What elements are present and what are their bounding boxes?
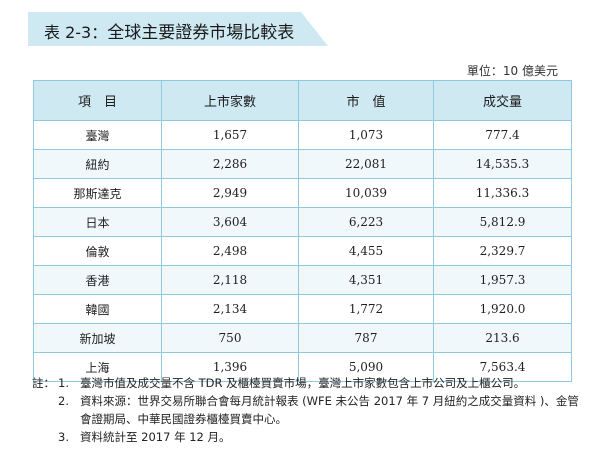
row-listed: 2,949 [161, 178, 299, 208]
row-listed: 1,396 [161, 352, 299, 382]
row-market-cap: 787 [298, 323, 434, 353]
row-market-cap: 5,090 [298, 352, 434, 382]
table-header-row: 項 目 上市家數 市 值 成交量 [33, 80, 572, 121]
table-title: 表 2-3：全球主要證券市場比較表 [44, 18, 294, 43]
row-volume: 14,535.3 [433, 149, 572, 179]
table-row: 上海 1,396 5,090 7,563.4 [33, 352, 572, 382]
footnote-text: 資料統計至 2017 年 12 月。 [80, 430, 231, 444]
footnote: 2. 資料來源：世界交易所聯合會每月統計報表 (WFE 未公告 2017 年 7… [32, 392, 582, 428]
row-market-name: 日本 [33, 207, 162, 237]
table-row: 倫敦 2,498 4,455 2,329.7 [33, 236, 572, 266]
table-row: 韓國 2,134 1,772 1,920.0 [33, 294, 572, 324]
title-banner [28, 12, 328, 46]
table-row: 紐約 2,286 22,081 14,535.3 [33, 149, 572, 179]
row-volume: 1,920.0 [433, 294, 572, 324]
header-market-cap: 市 值 [298, 80, 434, 121]
row-market-name: 香港 [33, 265, 162, 295]
header-item: 項 目 [33, 80, 162, 121]
table-row: 那斯達克 2,949 10,039 11,336.3 [33, 178, 572, 208]
footnote-text: 資料來源：世界交易所聯合會每月統計報表 (WFE 未公告 2017 年 7 月紐… [80, 394, 579, 426]
row-volume: 213.6 [433, 323, 572, 353]
row-volume: 11,336.3 [433, 178, 572, 208]
footnotes: 註： 1. 臺灣市值及成交量不含 TDR 及櫃檯買賣市場，臺灣上市家數包含上市公… [32, 374, 582, 446]
footnote-number: 1. [58, 376, 69, 390]
footnote-text: 臺灣市值及成交量不含 TDR 及櫃檯買賣市場，臺灣上市家數包含上市公司及上櫃公司… [80, 376, 526, 390]
row-listed: 2,134 [161, 294, 299, 324]
row-market-cap: 1,073 [298, 120, 434, 150]
unit-label: 單位：10 億美元 [466, 64, 558, 78]
row-market-name: 紐約 [33, 149, 162, 179]
table-title-text: 全球主要證券市場比較表 [107, 23, 295, 43]
footnote: 3. 資料統計至 2017 年 12 月。 [32, 428, 582, 446]
row-market-cap: 1,772 [298, 294, 434, 324]
row-volume: 1,957.3 [433, 265, 572, 295]
row-market-name: 上海 [33, 352, 162, 382]
header-listed: 上市家數 [161, 80, 299, 121]
row-volume: 777.4 [433, 120, 572, 150]
row-market-cap: 4,351 [298, 265, 434, 295]
row-market-name: 那斯達克 [33, 178, 162, 208]
footnote-number: 3. [58, 430, 69, 444]
footnote-number: 2. [58, 394, 69, 408]
table-row: 臺灣 1,657 1,073 777.4 [33, 120, 572, 150]
row-listed: 2,498 [161, 236, 299, 266]
row-volume: 7,563.4 [433, 352, 572, 382]
table-row: 新加坡 750 787 213.6 [33, 323, 572, 353]
row-volume: 2,329.7 [433, 236, 572, 266]
table-row: 日本 3,604 6,223 5,812.9 [33, 207, 572, 237]
row-listed: 3,604 [161, 207, 299, 237]
row-market-cap: 6,223 [298, 207, 434, 237]
row-market-name: 倫敦 [33, 236, 162, 266]
footnote: 註： 1. 臺灣市值及成交量不含 TDR 及櫃檯買賣市場，臺灣上市家數包含上市公… [32, 374, 582, 392]
row-market-cap: 10,039 [298, 178, 434, 208]
footnote-label: 註： [32, 376, 55, 390]
row-listed: 750 [161, 323, 299, 353]
row-market-name: 韓國 [33, 294, 162, 324]
row-volume: 5,812.9 [433, 207, 572, 237]
row-listed: 2,286 [161, 149, 299, 179]
table-title-code: 表 2-3： [44, 23, 108, 42]
row-listed: 1,657 [161, 120, 299, 150]
row-listed: 2,118 [161, 265, 299, 295]
row-market-cap: 4,455 [298, 236, 434, 266]
table-row: 香港 2,118 4,351 1,957.3 [33, 265, 572, 295]
row-market-name: 新加坡 [33, 323, 162, 353]
header-volume: 成交量 [433, 80, 572, 121]
row-market-name: 臺灣 [33, 120, 162, 150]
row-market-cap: 22,081 [298, 149, 434, 179]
market-comparison-table: 項 目 上市家數 市 值 成交量 臺灣 1,657 1,073 777.4 紐約 2,2… [33, 80, 572, 382]
table-body: 臺灣 1,657 1,073 777.4 紐約 2,286 22,081 14,535.3 … [33, 120, 572, 382]
